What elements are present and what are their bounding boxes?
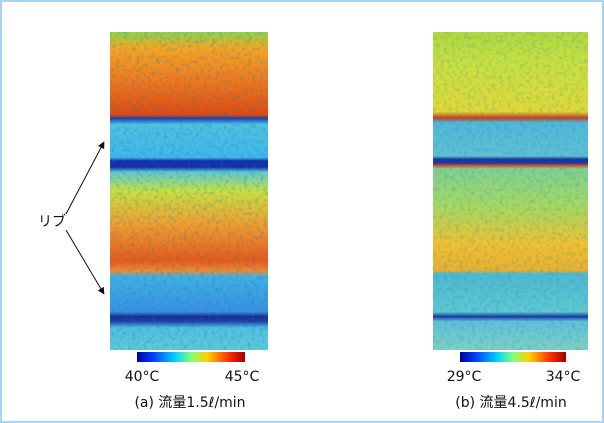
scale-max: 34°C <box>546 369 581 385</box>
arrow <box>65 141 105 215</box>
caption: (b) 流量4.5ℓ/min <box>455 395 566 411</box>
arrow <box>65 229 105 295</box>
scale-max: 45°C <box>225 369 260 385</box>
colorbar <box>460 352 566 362</box>
scale-min: 40°C <box>125 369 160 385</box>
scale-min: 29°C <box>447 369 482 385</box>
colorbar <box>137 352 245 362</box>
thermal-texture <box>433 32 588 350</box>
caption: (a) 流量1.5ℓ/min <box>134 395 245 411</box>
rib-label: リブ <box>38 213 66 230</box>
thermal-texture <box>110 32 268 350</box>
